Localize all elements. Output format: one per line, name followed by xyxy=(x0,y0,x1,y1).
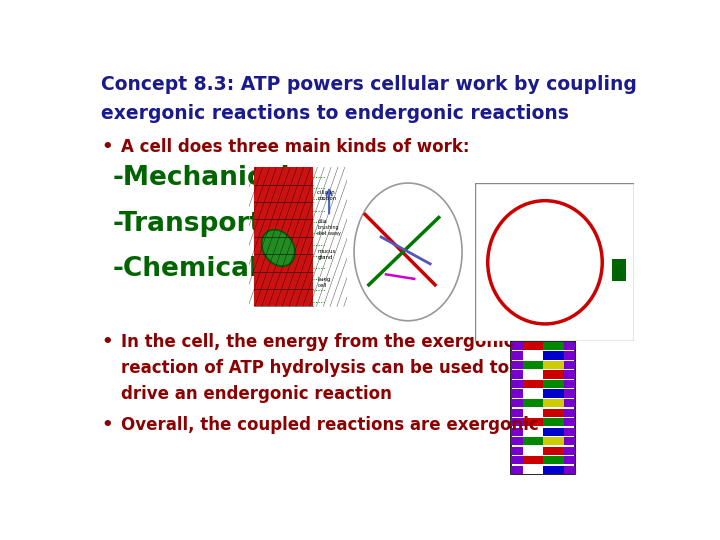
Bar xyxy=(544,418,564,427)
Text: Concept 8.3: ATP powers cellular work by coupling: Concept 8.3: ATP powers cellular work by… xyxy=(101,75,637,94)
Bar xyxy=(564,465,575,474)
Bar xyxy=(564,428,575,436)
Bar xyxy=(511,437,523,445)
Bar xyxy=(511,465,523,474)
Bar xyxy=(523,342,544,350)
Bar xyxy=(544,408,564,417)
Bar xyxy=(523,389,544,398)
Bar xyxy=(564,418,575,427)
Bar xyxy=(511,418,523,427)
Bar xyxy=(523,447,544,455)
Text: Overall, the coupled reactions are exergonic: Overall, the coupled reactions are exerg… xyxy=(121,416,539,434)
Bar xyxy=(511,447,523,455)
Bar xyxy=(544,465,564,474)
Bar xyxy=(523,380,544,388)
Bar xyxy=(511,389,523,398)
Bar xyxy=(511,361,523,369)
Text: •: • xyxy=(101,138,113,156)
Bar xyxy=(564,380,575,388)
Bar xyxy=(544,389,564,398)
Bar xyxy=(523,418,544,427)
Bar xyxy=(544,370,564,379)
Bar xyxy=(511,456,523,464)
Bar xyxy=(511,341,575,474)
Bar xyxy=(523,437,544,445)
Bar xyxy=(544,447,564,455)
Bar xyxy=(511,380,523,388)
Bar xyxy=(564,370,575,379)
Text: -Transport: -Transport xyxy=(112,211,263,237)
Bar xyxy=(511,352,523,360)
Bar xyxy=(523,428,544,436)
Bar xyxy=(564,342,575,350)
Bar xyxy=(544,399,564,407)
Text: -Mechanical: -Mechanical xyxy=(112,165,290,191)
Text: exergonic reactions to endergonic reactions: exergonic reactions to endergonic reacti… xyxy=(101,104,569,123)
Bar xyxy=(523,399,544,407)
Bar xyxy=(564,389,575,398)
Bar xyxy=(564,447,575,455)
Text: •: • xyxy=(101,416,113,434)
Text: •: • xyxy=(101,333,113,351)
Bar xyxy=(523,408,544,417)
Bar xyxy=(544,437,564,445)
Bar xyxy=(523,456,544,464)
Bar xyxy=(511,342,523,350)
Bar xyxy=(544,456,564,464)
Bar xyxy=(544,352,564,360)
Text: reaction of ATP hydrolysis can be used to: reaction of ATP hydrolysis can be used t… xyxy=(121,359,509,377)
Bar xyxy=(544,361,564,369)
Bar xyxy=(523,361,544,369)
Bar xyxy=(564,352,575,360)
Bar xyxy=(511,370,523,379)
Text: -Chemical: -Chemical xyxy=(112,256,258,282)
Bar xyxy=(544,428,564,436)
Bar xyxy=(544,380,564,388)
Text: In the cell, the energy from the exergonic: In the cell, the energy from the exergon… xyxy=(121,333,513,351)
Bar xyxy=(511,428,523,436)
Bar xyxy=(523,370,544,379)
Bar xyxy=(523,352,544,360)
Bar xyxy=(564,399,575,407)
Bar xyxy=(544,342,564,350)
Bar xyxy=(564,437,575,445)
Text: A cell does three main kinds of work:: A cell does three main kinds of work: xyxy=(121,138,469,156)
Bar xyxy=(511,408,523,417)
Bar xyxy=(564,456,575,464)
Bar xyxy=(523,465,544,474)
Text: drive an endergonic reaction: drive an endergonic reaction xyxy=(121,386,392,403)
Bar xyxy=(564,408,575,417)
Bar xyxy=(511,399,523,407)
Bar xyxy=(564,361,575,369)
